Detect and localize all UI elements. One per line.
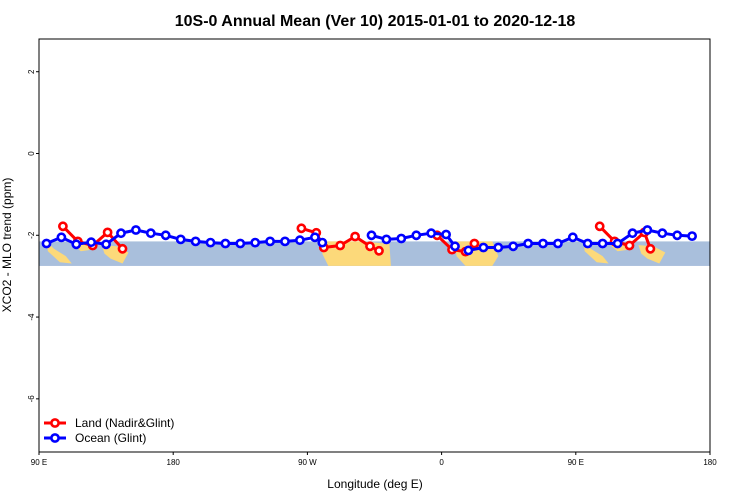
series-ocean-point — [642, 225, 653, 235]
series-land-point — [624, 240, 635, 251]
series-ocean-point — [41, 238, 52, 249]
y-tick-label: -2 — [27, 231, 36, 239]
series-ocean-point — [672, 230, 683, 241]
series-ocean-point — [567, 232, 578, 243]
series-land-point — [594, 221, 605, 232]
series-ocean-point — [612, 238, 623, 249]
x-tick-label: 90 E — [31, 458, 47, 467]
series-ocean-point — [56, 232, 67, 243]
series-ocean-point — [478, 242, 489, 253]
x-axis-label: Longitude (deg E) — [327, 477, 422, 491]
legend-item-land: Land (Nadir&Glint) — [44, 416, 174, 430]
y-tick-label: 2 — [27, 69, 36, 74]
series-ocean-point — [450, 241, 460, 252]
series-ocean-point — [317, 237, 328, 248]
series-ocean-point — [366, 230, 377, 241]
series-land-point — [374, 245, 384, 256]
legend-marker — [50, 433, 60, 443]
series-land-point — [58, 221, 68, 232]
series-land-point — [117, 243, 128, 254]
y-tick-label: -6 — [27, 395, 36, 403]
series-land-point — [296, 223, 307, 234]
series-ocean-point — [381, 234, 392, 245]
series-ocean-point — [426, 228, 437, 239]
y-axis-label: XCO2 - MLO trend (ppm) — [0, 178, 14, 313]
y-axis: 2 0 -2 -4 -6 — [27, 69, 39, 402]
series-ocean-point — [101, 239, 111, 250]
series-ocean-point — [145, 228, 156, 239]
series-ocean-point — [86, 237, 97, 248]
series-ocean-point — [523, 238, 533, 249]
series-land-point — [335, 240, 346, 251]
series-land-point — [365, 241, 375, 252]
series-ocean-point — [294, 235, 305, 246]
series-ocean-line — [468, 228, 693, 252]
series-ocean-point — [597, 238, 608, 249]
series-ocean-point — [280, 236, 290, 247]
series-ocean-point — [175, 234, 186, 245]
land-indonesia-west — [46, 241, 72, 264]
legend-label: Ocean (Glint) — [75, 431, 146, 445]
series-ocean-point — [687, 231, 697, 241]
series-ocean-point — [396, 233, 407, 244]
series-ocean-point — [160, 230, 171, 241]
series-ocean-point — [553, 238, 563, 249]
y-tick-label: -4 — [27, 313, 36, 321]
x-axis: 90 E 180 90 W 0 90 E 180 — [31, 452, 717, 467]
series-land-point — [350, 231, 360, 242]
series-ocean-point — [493, 242, 504, 253]
series-ocean-point — [250, 237, 261, 248]
legend: Land (Nadir&Glint)Ocean (Glint) — [44, 416, 174, 445]
legend-marker — [50, 418, 60, 428]
series-ocean-point — [265, 236, 275, 247]
x-tick-label: 0 — [439, 458, 444, 467]
x-tick-label: 90 E — [568, 458, 584, 467]
chart-title: 10S-0 Annual Mean (Ver 10) 2015-01-01 to… — [175, 13, 576, 30]
land-indonesia-east — [583, 241, 609, 264]
series-land-point — [102, 227, 113, 238]
series-ocean-point — [411, 230, 422, 241]
series-ocean-point — [627, 228, 638, 239]
series-ocean — [41, 225, 697, 256]
series-ocean-point — [130, 225, 141, 235]
land-new-guinea-east — [638, 245, 666, 264]
series-layer — [41, 221, 697, 257]
series-ocean-point — [309, 232, 320, 243]
series-ocean-point — [205, 237, 216, 248]
series-ocean-point — [657, 228, 668, 239]
series-ocean-point — [508, 241, 519, 252]
series-ocean-point — [463, 245, 474, 256]
series-ocean-point — [441, 229, 451, 240]
x-tick-label: 90 W — [298, 458, 317, 467]
series-ocean-point — [220, 238, 231, 249]
series-ocean-point — [190, 236, 201, 247]
series-ocean-point — [116, 228, 126, 239]
x-tick-label: 180 — [703, 458, 717, 467]
series-ocean-point — [582, 238, 593, 249]
series-ocean-point — [538, 238, 548, 249]
y-tick-label: 0 — [27, 151, 36, 156]
series-ocean-point — [235, 238, 246, 249]
legend-label: Land (Nadir&Glint) — [75, 416, 174, 430]
legend-item-ocean: Ocean (Glint) — [44, 431, 146, 445]
x-tick-label: 180 — [167, 458, 181, 467]
plot-frame — [38, 38, 711, 453]
series-land-point — [469, 238, 480, 249]
series-land-point — [645, 243, 656, 254]
series-ocean-point — [71, 239, 82, 250]
